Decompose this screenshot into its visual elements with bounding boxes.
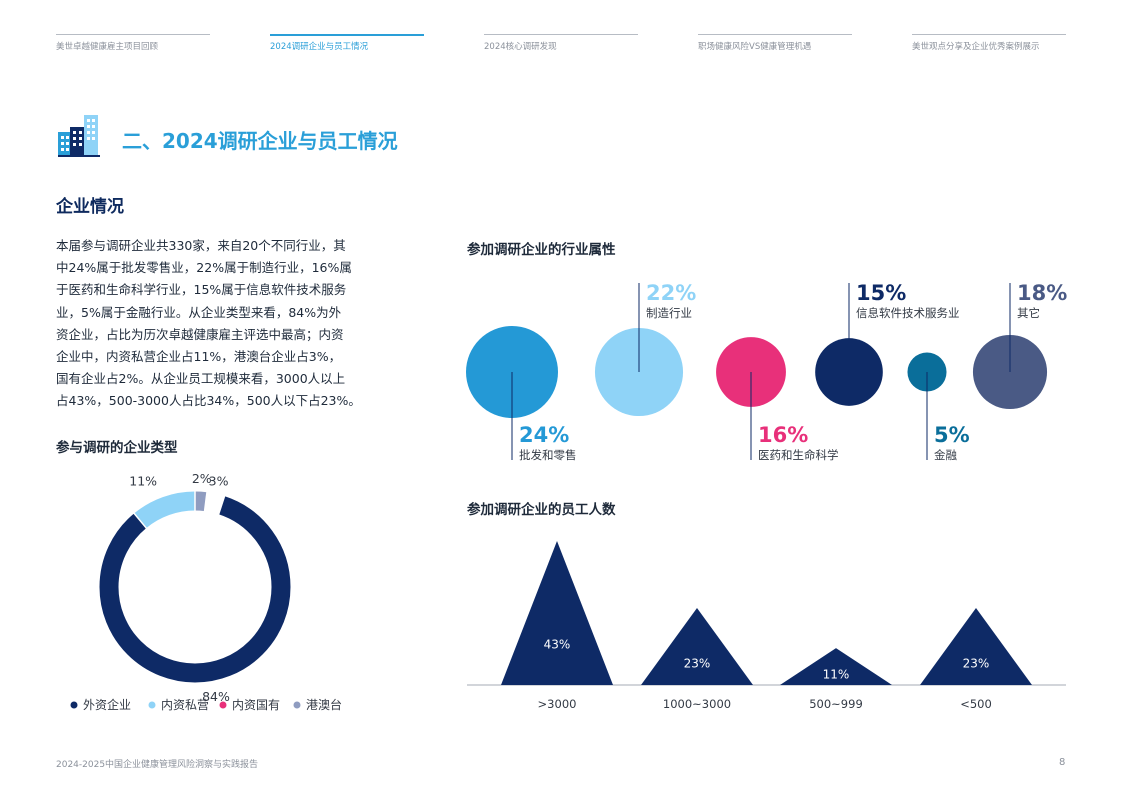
paragraph-line: 于医药和生命科学行业，15%属于信息软件技术服务 <box>56 282 347 298</box>
paragraph-line: 企业中，内资私营企业占11%，港澳台企业占3%， <box>56 349 342 365</box>
bar-value-label: 23% <box>963 656 990 670</box>
bubble-name: 制造行业 <box>646 306 692 320</box>
bubble-name: 金融 <box>934 448 957 462</box>
triangle-chart-title: 参加调研企业的员工人数 <box>467 502 616 518</box>
x-tick-label: 1000~3000 <box>663 697 731 711</box>
donut-chart-title: 参与调研的企业类型 <box>56 440 178 456</box>
donut-slice <box>99 491 291 683</box>
donut-label: 11% <box>129 474 157 489</box>
triangle-bar <box>780 648 892 685</box>
legend-swatch <box>293 701 301 709</box>
bubble-value: 16% <box>758 423 808 447</box>
bar-value-label: 11% <box>823 668 850 682</box>
page-number: 8 <box>1059 757 1066 768</box>
bubble-name: 医药和生命科学 <box>758 448 839 462</box>
x-tick-label: >3000 <box>538 697 577 711</box>
legend-label: 港澳台 <box>306 697 342 712</box>
bubble-value: 22% <box>646 281 696 305</box>
bubble-value: 5% <box>934 423 970 447</box>
legend-label: 外资企业 <box>83 697 131 712</box>
nav-tab-companies[interactable]: 2024调研企业与员工情况 <box>270 34 424 52</box>
donut-separator <box>203 491 208 513</box>
legend-swatch <box>148 701 156 709</box>
nav-tab-review[interactable]: 美世卓越健康雇主项目回顾 <box>56 34 210 52</box>
bar-value-label: 43% <box>544 638 571 652</box>
x-tick-label: 500~999 <box>809 697 863 711</box>
triangle-bar <box>920 607 1032 685</box>
paragraph-line: 资企业，占比为历次卓越健康雇主评选中最高；内资 <box>56 326 344 342</box>
bubble-chart-title: 参加调研企业的行业属性 <box>467 242 616 258</box>
donut-separator <box>217 494 226 516</box>
legend-swatch <box>70 701 78 709</box>
paragraph-line: 业，5%属于金融行业。从企业类型来看，84%为外 <box>56 304 342 320</box>
bubble-value: 24% <box>519 423 569 447</box>
bubble-name: 其它 <box>1017 306 1040 320</box>
buildings-icon <box>58 115 100 157</box>
company-heading: 企业情况 <box>56 197 124 217</box>
paragraph-line: 本届参与调研企业共330家，来自20个不同行业，其 <box>56 238 346 253</box>
triangle-bar <box>641 607 753 685</box>
paragraph-line: 中24%属于批发零售业，22%属于制造行业，16%属 <box>56 260 352 276</box>
legend-swatch <box>219 701 227 709</box>
donut-label: 3% <box>209 474 229 489</box>
paragraph-line: 占43%，500-3000人占比34%，500人以下占23%。 <box>56 393 361 409</box>
nav-tab-cases[interactable]: 美世观点分享及企业优秀案例展示 <box>912 34 1066 52</box>
nav-tab-findings[interactable]: 2024核心调研发现 <box>484 34 638 52</box>
legend-label: 内资私营 <box>161 698 209 712</box>
donut-label: 84% <box>202 689 230 704</box>
bubble-value: 18% <box>1017 281 1067 305</box>
top-nav: 美世卓越健康雇主项目回顾 2024调研企业与员工情况 2024核心调研发现 职场… <box>56 34 1066 54</box>
x-tick-label: <500 <box>960 697 992 711</box>
bubble-name: 信息软件技术服务业 <box>856 306 960 320</box>
bubble-value: 15% <box>856 281 906 305</box>
bar-value-label: 23% <box>684 656 711 670</box>
paragraph-line: 国有企业占2%。从企业员工规模来看，3000人以上 <box>56 371 346 387</box>
nav-tab-risks[interactable]: 职场健康风险VS健康管理机遇 <box>698 34 852 52</box>
bubble-name: 批发和零售 <box>519 448 577 462</box>
donut-label: 2% <box>192 471 212 486</box>
section-title: 二、2024调研企业与员工情况 <box>122 129 398 153</box>
triangle-bar <box>501 541 613 685</box>
report-footer: 2024-2025中国企业健康管理风险洞察与实践报告 <box>56 760 259 770</box>
legend-label: 内资国有 <box>232 698 280 712</box>
company-paragraph: 本届参与调研企业共330家，来自20个不同行业，其 中24%属于批发零售业，22… <box>56 235 376 413</box>
donut-separator <box>132 512 148 530</box>
